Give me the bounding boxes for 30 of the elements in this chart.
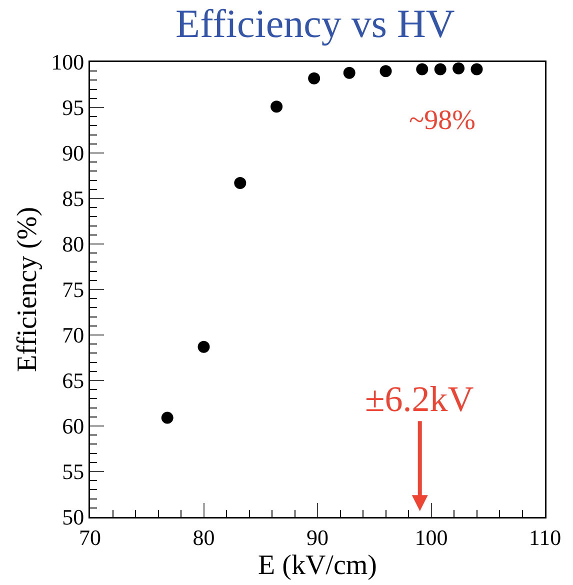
x-tick-label: 110 [528, 524, 562, 550]
y-tick-label: 60 [62, 414, 84, 439]
point [434, 63, 446, 76]
y-tick-label: 85 [62, 186, 84, 212]
y-tick-label: 75 [62, 277, 84, 302]
x-tick-label: 100 [414, 524, 448, 550]
y-tick-label: 65 [62, 368, 84, 394]
y-tick-label: 100 [51, 50, 84, 75]
point [198, 340, 210, 353]
y-tick-label: 70 [62, 322, 84, 348]
annotation: ~98% [409, 105, 476, 136]
x-tick-label: 80 [192, 524, 215, 550]
x-axis-title: E (kV/cm) [258, 550, 377, 581]
y-tick-label: 95 [62, 95, 84, 120]
point [270, 100, 283, 113]
x-tick-label: 90 [306, 524, 328, 550]
point [470, 63, 483, 76]
y-axis-title: Efficiency (%) [12, 206, 44, 372]
point [416, 63, 428, 76]
chart-title: Efficiency vs HV [176, 0, 455, 46]
annotation: ±6.2kV [365, 379, 474, 419]
point [308, 72, 320, 84]
point [380, 65, 392, 78]
y-tick-label: 55 [62, 459, 84, 484]
point [161, 412, 174, 424]
y-tick-label: 90 [62, 140, 84, 166]
point [343, 66, 356, 79]
y-tick-label: 80 [62, 232, 84, 257]
point [452, 62, 465, 74]
point [234, 177, 246, 190]
